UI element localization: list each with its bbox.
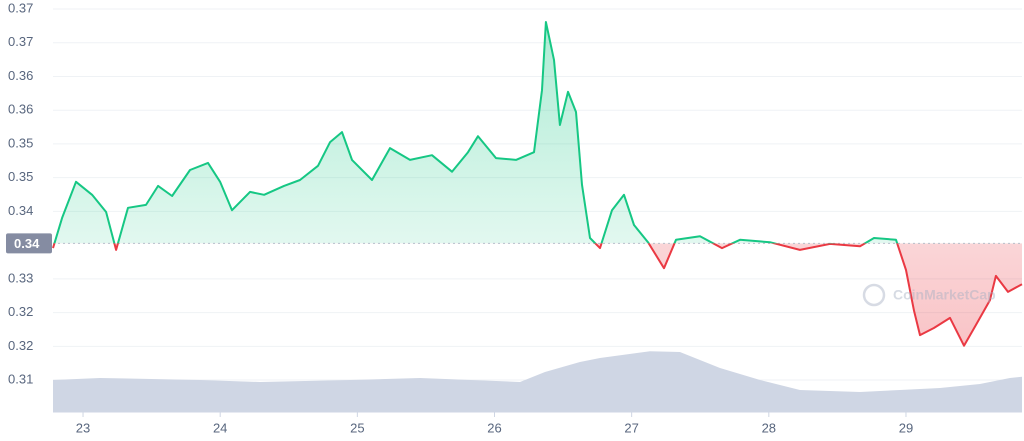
watermark-text: CoinMarketCap xyxy=(893,287,996,303)
area-up xyxy=(54,22,898,244)
y-tick-label: 0.37 xyxy=(8,0,33,15)
y-tick-label: 0.35 xyxy=(8,169,33,184)
y-tick-label: 0.32 xyxy=(8,338,33,353)
y-tick-label: 0.34 xyxy=(8,203,33,218)
x-tick-label: 25 xyxy=(350,420,364,435)
y-tick-label: 0.32 xyxy=(8,304,33,319)
area-down xyxy=(53,243,1022,346)
x-tick-label: 29 xyxy=(899,420,913,435)
x-tick-label: 28 xyxy=(762,420,776,435)
x-tick-label: 26 xyxy=(487,420,501,435)
watermark: CoinMarketCap xyxy=(862,283,996,307)
y-tick-label: 0.33 xyxy=(8,270,33,285)
volume-area xyxy=(53,351,1022,412)
y-tick-label: 0.35 xyxy=(8,135,33,150)
y-tick-label: 0.36 xyxy=(8,68,33,83)
y-tick-label: 0.37 xyxy=(8,34,33,49)
baseline-label: 0.34 xyxy=(14,236,40,251)
watermark-logo xyxy=(862,283,886,307)
y-tick-label: 0.31 xyxy=(8,371,33,386)
y-tick-label: 0.36 xyxy=(8,102,33,117)
baseline-box xyxy=(6,233,52,254)
x-tick-label: 23 xyxy=(76,420,90,435)
price-line-up xyxy=(53,21,899,244)
x-tick-label: 24 xyxy=(213,420,227,435)
x-tick-label: 27 xyxy=(624,420,638,435)
